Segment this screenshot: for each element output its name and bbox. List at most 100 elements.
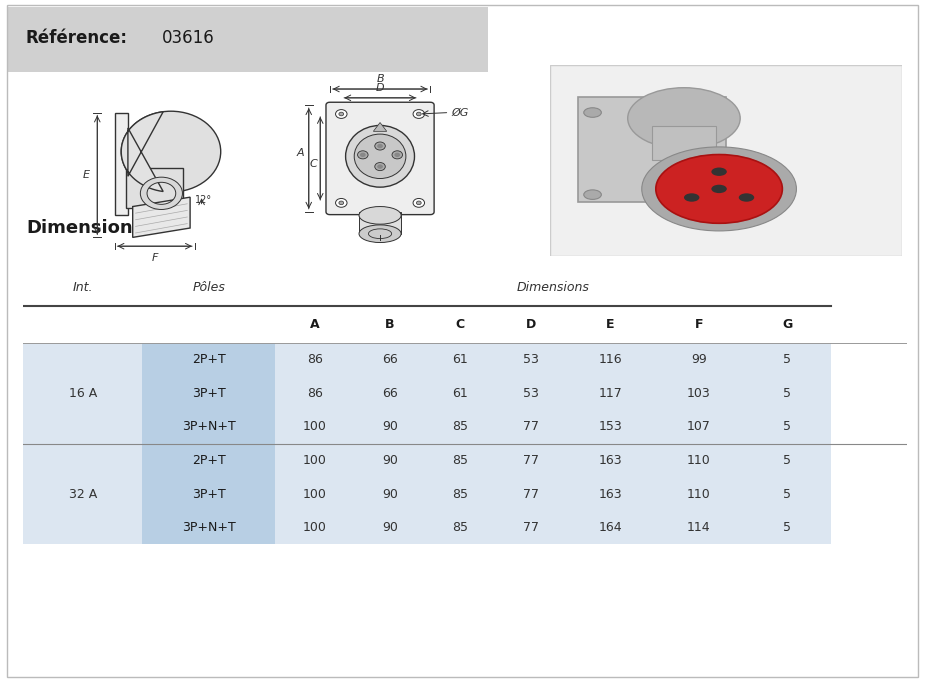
Text: 90: 90	[382, 521, 398, 534]
Bar	[142, 477, 275, 511]
Text: 117: 117	[598, 387, 623, 400]
Bar	[275, 376, 354, 410]
Text: 3P+T: 3P+T	[191, 387, 226, 400]
Bar	[23, 410, 142, 444]
Bar	[126, 168, 183, 208]
Bar	[354, 444, 426, 477]
Bar	[496, 477, 566, 511]
Bar	[23, 444, 142, 477]
Wedge shape	[642, 147, 796, 231]
Bar	[496, 444, 566, 477]
Bar	[743, 376, 832, 410]
Text: F: F	[152, 253, 158, 263]
Text: 77: 77	[523, 521, 539, 534]
Bar	[496, 343, 566, 376]
Text: B: B	[385, 318, 394, 331]
Text: 03616: 03616	[162, 29, 215, 46]
Bar	[354, 376, 426, 410]
Bar	[275, 477, 354, 511]
Polygon shape	[374, 123, 387, 132]
Text: 110: 110	[687, 488, 710, 501]
Text: 53: 53	[524, 353, 539, 366]
Bar	[142, 511, 275, 544]
Text: 107: 107	[687, 420, 710, 434]
Bar	[354, 410, 426, 444]
Text: Int.: Int.	[72, 281, 93, 295]
Ellipse shape	[359, 207, 401, 224]
Text: E: E	[606, 318, 615, 331]
Text: 2P+T: 2P+T	[191, 353, 226, 366]
Text: 85: 85	[452, 521, 468, 534]
Bar	[115, 113, 128, 216]
Bar	[578, 98, 726, 203]
Text: F: F	[695, 318, 703, 331]
Text: 163: 163	[598, 488, 623, 501]
Text: 5: 5	[783, 353, 791, 366]
Text: 77: 77	[523, 454, 539, 467]
Bar	[655, 376, 743, 410]
Bar	[426, 343, 496, 376]
FancyBboxPatch shape	[326, 102, 434, 215]
Bar	[275, 444, 354, 477]
Text: 90: 90	[382, 454, 398, 467]
Bar	[496, 410, 566, 444]
Bar	[566, 477, 655, 511]
Bar	[354, 343, 426, 376]
Text: B: B	[376, 74, 384, 84]
Circle shape	[656, 155, 783, 223]
Circle shape	[339, 201, 344, 205]
Bar	[359, 211, 401, 234]
Text: 114: 114	[687, 521, 710, 534]
Wedge shape	[141, 177, 182, 209]
Circle shape	[375, 162, 386, 170]
Circle shape	[413, 110, 425, 119]
Bar	[743, 444, 832, 477]
Text: Dimensions: Dimensions	[517, 281, 589, 295]
Circle shape	[703, 108, 721, 117]
Ellipse shape	[359, 225, 401, 243]
Bar	[23, 511, 142, 544]
Text: 100: 100	[302, 420, 327, 434]
Bar	[275, 410, 354, 444]
Text: C: C	[310, 160, 317, 169]
Bar	[23, 477, 142, 511]
Bar	[496, 376, 566, 410]
Bar	[275, 511, 354, 544]
Bar	[655, 410, 743, 444]
Text: A: A	[296, 147, 304, 158]
Text: Dimensions:: Dimensions:	[26, 220, 150, 237]
Text: 85: 85	[452, 454, 468, 467]
Text: 16 A: 16 A	[68, 387, 97, 400]
Text: 61: 61	[452, 387, 468, 400]
Text: ØG: ØG	[451, 108, 469, 117]
Bar	[655, 477, 743, 511]
Bar	[354, 477, 426, 511]
Bar	[23, 343, 142, 376]
Text: 77: 77	[523, 488, 539, 501]
Text: 53: 53	[524, 387, 539, 400]
Polygon shape	[121, 112, 163, 192]
Text: A: A	[310, 318, 319, 331]
Text: 85: 85	[452, 488, 468, 501]
Text: Pôles: Pôles	[192, 281, 225, 295]
Bar	[275, 343, 354, 376]
Text: 66: 66	[382, 353, 398, 366]
Bar	[142, 376, 275, 410]
Text: 100: 100	[302, 454, 327, 467]
Text: 90: 90	[382, 488, 398, 501]
Circle shape	[336, 110, 347, 119]
Bar	[655, 511, 743, 544]
Bar	[7, 7, 488, 72]
Bar	[743, 410, 832, 444]
Circle shape	[339, 112, 344, 116]
Text: 163: 163	[598, 454, 623, 467]
Bar	[655, 444, 743, 477]
Bar	[142, 410, 275, 444]
Text: Référence:: Référence:	[26, 29, 128, 46]
Bar	[142, 343, 275, 376]
Text: 90: 90	[382, 420, 398, 434]
Text: E: E	[82, 170, 90, 180]
Circle shape	[584, 108, 601, 117]
Text: 100: 100	[302, 521, 327, 534]
Bar	[743, 343, 832, 376]
